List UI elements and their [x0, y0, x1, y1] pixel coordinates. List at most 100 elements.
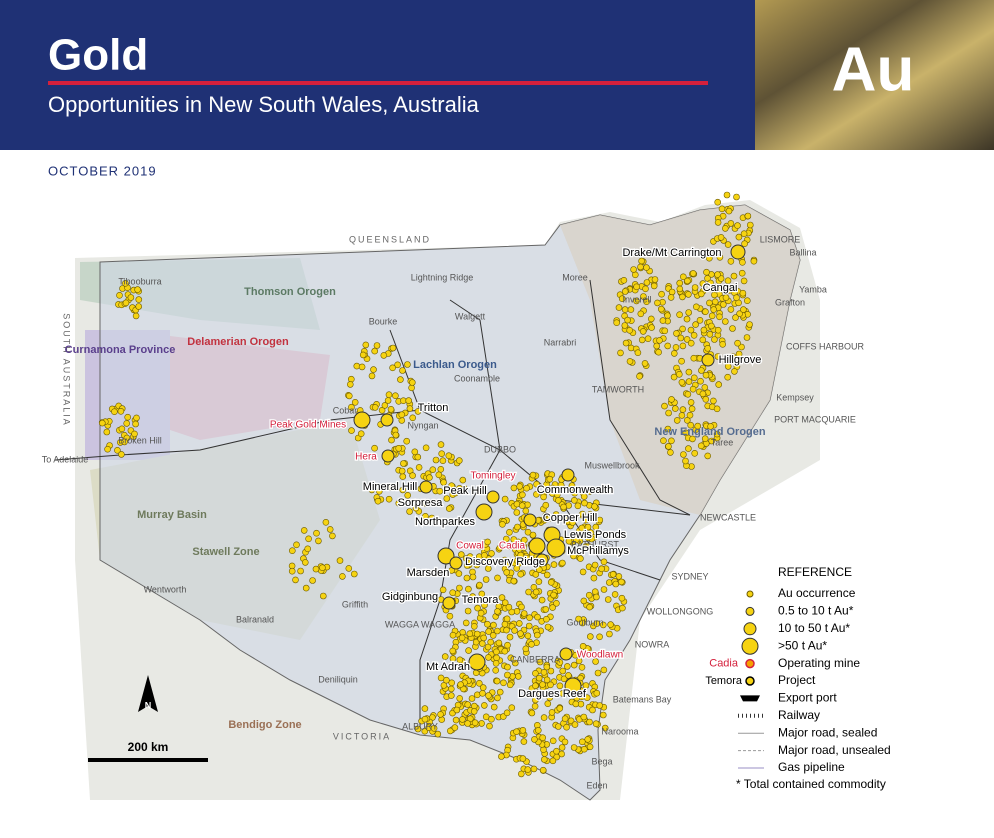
occurrence-dot — [534, 613, 541, 621]
occurrence-dot — [395, 499, 403, 507]
project-label: Mt Adrah — [426, 661, 470, 673]
legend-label: Export port — [778, 691, 837, 705]
occurrence-dot — [438, 450, 446, 458]
occurrence-dot — [529, 531, 537, 539]
occurrence-dot — [388, 436, 395, 444]
occurrence-dot — [373, 342, 381, 349]
occurrence-dot — [613, 319, 621, 327]
occurrence-dot — [302, 584, 310, 592]
occurrence-dot — [560, 675, 568, 683]
occurrence-dot — [578, 663, 586, 671]
occurrence-dot — [710, 397, 717, 405]
occurrence-dot — [339, 573, 346, 580]
occurrence-dot — [621, 306, 629, 313]
occurrence-dot — [315, 537, 322, 545]
occurrence-dot — [684, 390, 692, 398]
occurrence-dot — [591, 561, 599, 569]
occurrence-dot — [346, 381, 354, 388]
occurrence-dot — [549, 737, 557, 745]
occurrence-dot — [513, 509, 521, 516]
occurrence-dot — [586, 633, 594, 640]
town-label: Kempsey — [776, 392, 814, 402]
legend-item: Railway — [738, 708, 820, 722]
occurrence-dot — [612, 580, 620, 588]
occurrence-dot — [679, 293, 686, 301]
occurrence-dot — [439, 457, 447, 465]
legend-note: * Total contained commodity — [736, 777, 886, 791]
occurrence-dot — [350, 570, 358, 578]
region-label: Stawell Zone — [192, 546, 259, 558]
occurrence-dot — [587, 529, 595, 536]
state-label: QUEENSLAND — [349, 234, 431, 244]
occurrence-dot — [533, 631, 541, 639]
occurrence-dot — [679, 273, 687, 281]
occurrence-dot — [607, 621, 614, 628]
occurrence-dot — [381, 402, 389, 409]
occurrence-dot — [477, 609, 485, 617]
occurrence-dot — [676, 279, 684, 287]
occurrence-dot — [480, 634, 488, 642]
occurrence-dot — [326, 526, 334, 533]
occurrence-dot — [577, 555, 584, 562]
occurrence-dot — [543, 615, 550, 623]
occurrence-dot — [441, 653, 449, 660]
occurrence-dot — [713, 430, 721, 438]
occurrence-dot — [729, 353, 737, 360]
occurrence-dot — [465, 647, 472, 654]
occurrence-dot — [452, 489, 459, 497]
occurrence-dot — [486, 722, 493, 730]
occurrence-dot — [399, 473, 407, 480]
town-label: Tibooburra — [118, 276, 161, 286]
town-label: Grafton — [775, 297, 805, 307]
occurrence-dot — [135, 296, 143, 303]
occurrence-dot — [493, 648, 500, 656]
occurrence-dot — [579, 510, 586, 518]
town-label: COFFS HARBOUR — [786, 341, 865, 351]
occurrence-dot — [517, 551, 525, 559]
occurrence-dot — [568, 482, 576, 489]
occurrence-dot — [517, 770, 525, 778]
occurrence-dot — [508, 608, 516, 616]
occurrence-dot — [465, 585, 472, 593]
occurrence-dot — [559, 667, 567, 675]
occurrence-dot — [114, 446, 121, 454]
occurrence-dot — [519, 491, 526, 499]
occurrence-dot — [704, 452, 712, 460]
town-label: Bourke — [369, 316, 398, 326]
occurrence-dot — [117, 407, 125, 415]
occurrence-dot — [404, 491, 412, 499]
occurrence-dot — [746, 221, 754, 229]
occurrence-dot — [371, 404, 379, 411]
occurrence-dot — [567, 717, 575, 725]
occurrence-dot — [446, 727, 454, 735]
mine-label: Cadia — [499, 541, 526, 552]
occurrence-dot — [723, 191, 731, 199]
occurrence-dot — [676, 311, 683, 319]
town-label: Lightning Ridge — [411, 272, 474, 282]
deposit-dot — [419, 480, 433, 494]
occurrence-dot — [492, 666, 500, 674]
occurrence-dot — [453, 706, 461, 714]
occurrence-dot — [412, 504, 420, 512]
occurrence-dot — [535, 674, 543, 682]
legend-label: Major road, sealed — [778, 725, 877, 739]
occurrence-dot — [498, 753, 505, 760]
occurrence-dot — [490, 621, 497, 629]
occurrence-dot — [600, 666, 608, 674]
occurrence-dot — [698, 367, 705, 374]
occurrence-dot — [392, 392, 399, 400]
legend-item: Au occurrence — [746, 586, 856, 600]
occurrence-dot — [572, 700, 580, 708]
occurrence-dot — [475, 679, 483, 687]
occurrence-dot — [596, 633, 603, 641]
occurrence-dot — [664, 312, 671, 319]
occurrence-dot — [124, 413, 131, 421]
occurrence-dot — [589, 706, 596, 714]
occurrence-dot — [683, 416, 691, 424]
occurrence-dot — [414, 725, 422, 733]
occurrence-dot — [131, 430, 138, 438]
occurrence-dot — [679, 342, 687, 350]
occurrence-dot — [429, 466, 437, 474]
legend: REFERENCE Au occurrence 0.5 to 10 t Au* 10 … — [705, 565, 890, 791]
occurrence-dot — [546, 475, 554, 483]
